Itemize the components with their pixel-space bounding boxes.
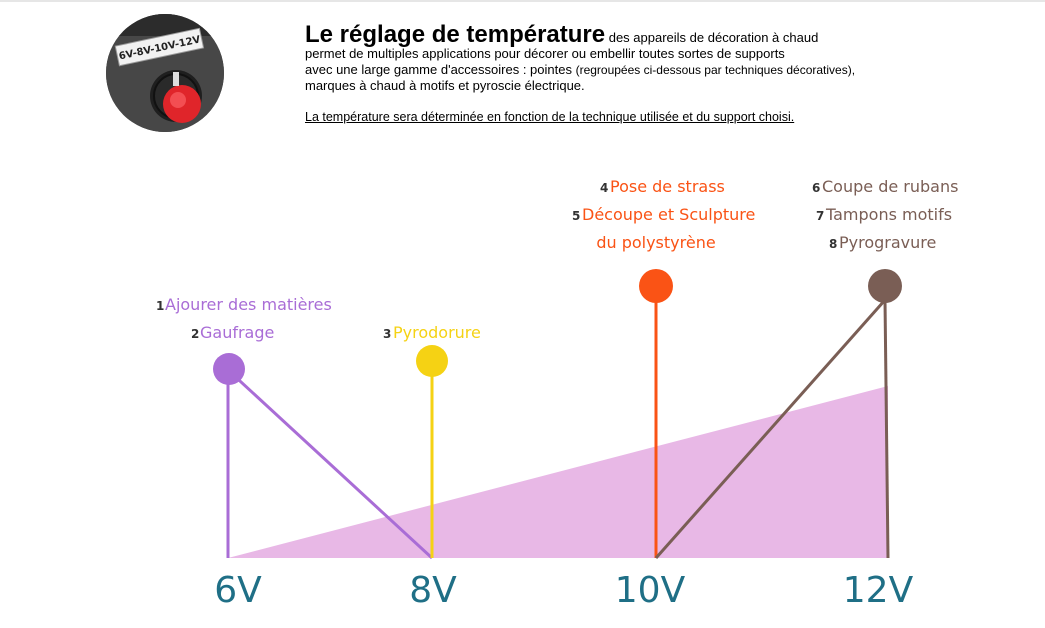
line-12v: [883, 299, 890, 559]
label-3-text: Pyrodorure: [393, 323, 481, 342]
label-2-text: Gaufrage: [200, 323, 274, 342]
page-title: Le réglage de température: [305, 21, 606, 48]
axis-label-8v: 8V: [409, 570, 457, 611]
label-5-text-cont: du polystyrène: [596, 233, 715, 252]
axis-label-6v: 6V: [214, 570, 262, 611]
knob-illustration: 6V-8V-10V-12V: [106, 14, 224, 132]
axis-label-12v: 12V: [843, 570, 914, 611]
dot-12v: [868, 269, 902, 303]
top-divider: [0, 0, 1045, 2]
line-6v-8v: [226, 368, 434, 560]
intro-line-a: des appareils de décoration à chaud: [605, 30, 819, 45]
label-5-num: 5: [572, 209, 580, 223]
heat-ramp: [228, 386, 888, 558]
label-7-num: 7: [816, 209, 824, 223]
dot-10v: [639, 269, 673, 303]
label-3-num: 3: [383, 327, 391, 341]
temperature-note: La température sera déterminée en foncti…: [305, 110, 795, 124]
label-2-num: 2: [191, 327, 199, 341]
intro-line-b: permet de multiples applications pour dé…: [305, 46, 785, 61]
dot-6v: [213, 353, 245, 385]
intro-text-block: Le réglage de température des appareils …: [305, 23, 945, 125]
label-1-text: Ajourer des matières: [165, 295, 332, 314]
label-5-text: Découpe et Sculpture: [582, 205, 755, 224]
intro-line-d: marques à chaud à motifs et pyroscie éle…: [305, 78, 585, 93]
intro-line-c2: (regroupées ci-dessous par techniques dé…: [575, 63, 856, 77]
label-1-num: 1: [156, 299, 164, 313]
label-4-num: 4: [600, 181, 608, 195]
intro-line-c1: avec une large gamme d'accessoires : poi…: [305, 62, 576, 77]
line-10v-12v: [654, 299, 887, 559]
label-8-num: 8: [829, 237, 837, 251]
label-6-text: Coupe de rubans: [822, 177, 958, 196]
label-8-text: Pyrogravure: [839, 233, 936, 252]
temperature-knob-photo: 6V-8V-10V-12V: [106, 14, 224, 132]
axis-label-10v: 10V: [615, 570, 686, 611]
dot-8v: [416, 345, 448, 377]
label-4-text: Pose de strass: [610, 177, 725, 196]
label-7-text: Tampons motifs: [825, 205, 952, 224]
label-6-num: 6: [812, 181, 820, 195]
